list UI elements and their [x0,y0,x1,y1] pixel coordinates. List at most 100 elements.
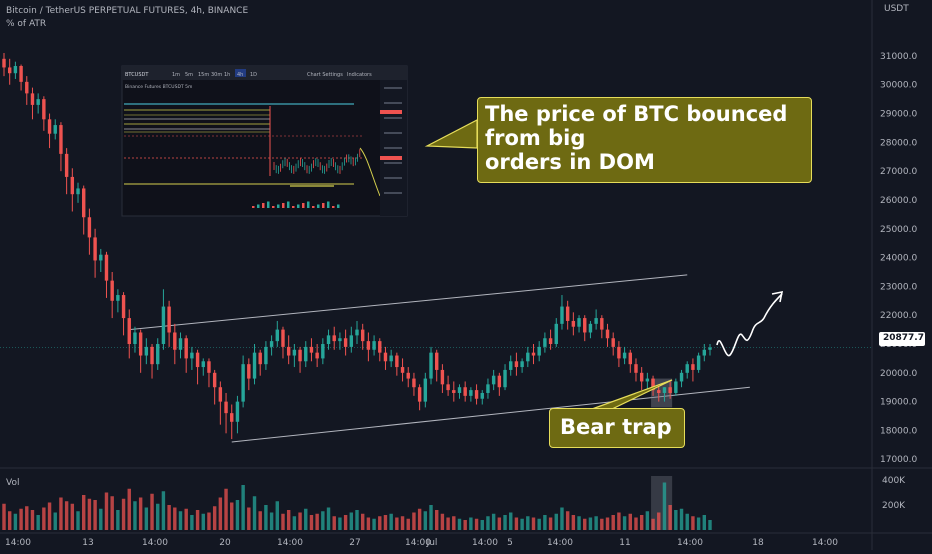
candle-body [543,338,547,347]
time-tick-label: 14:00 [547,538,573,548]
price-tick-label: 18000.0 [880,426,917,436]
volume-bar [503,515,507,530]
candle-body [446,384,450,391]
volume-bar [321,511,325,530]
volume-tick-label: 200K [882,501,906,511]
volume-bar [674,510,678,530]
volume-bar [309,515,314,530]
inset-volume-bar [297,204,300,208]
volume-bar [207,512,211,530]
volume-bar [252,496,257,530]
volume-bar [457,518,462,530]
inset-price-tag [380,110,402,114]
volume-bar [144,507,149,530]
candle-body [59,125,63,154]
candle-body [429,352,433,379]
volume-bar [514,517,519,530]
currency-label: USDT [884,4,909,14]
projection-path [716,293,783,357]
volume-bar [463,520,467,530]
volume-bar [634,517,638,530]
candle-body [19,66,23,82]
volume-bar [440,513,445,530]
volume-bar [628,513,632,530]
inset-volume-bar [292,206,295,208]
candle-body [639,372,644,382]
volume-bar [2,503,6,530]
candle-body [121,295,126,319]
price-tick-label: 25000.0 [880,225,917,235]
inset-volume-bar [317,204,320,208]
time-tick-label: 14:00 [812,538,838,548]
candle-body [70,176,75,195]
callout-line-1: The price of BTC bounced [485,102,788,126]
time-tick-label: 14:00 [142,538,168,548]
inset-volume-bar [272,206,275,208]
volume-bar [292,516,297,530]
candle-body [537,346,541,356]
inset-timeframe: 5m [185,72,193,78]
candle-body [36,99,40,105]
candle-body [691,364,695,370]
inset-volume-bar [282,203,285,208]
inset-volume-bar [332,206,335,208]
time-tick-label: 14:00 [277,538,303,548]
volume-bar [548,517,553,530]
candle-body [457,387,462,393]
volume-bar [42,507,46,530]
candle-body [104,254,109,281]
volume-bar [230,502,234,530]
volume-bar [509,512,513,530]
volume-bar [104,492,109,530]
candle-body [662,387,667,393]
volume-bar [588,517,593,530]
volume-bar [190,515,194,530]
candle-body [696,355,701,370]
volume-bar [702,515,707,530]
candle-body [144,346,149,356]
time-tick-label: 5 [507,538,513,548]
price-tick-label: 31000.0 [880,52,917,62]
inset-title: Binance Futures BTCUSDT 5m [125,84,192,90]
volume-bar [366,517,371,530]
candle-body [372,341,376,350]
candle-body [138,332,143,356]
candle-body [264,346,268,365]
candle-body [292,349,297,356]
volume-bar [47,502,52,530]
volume-bar [657,512,661,530]
symbol-title: Bitcoin / TetherUS PERPETUAL FUTURES, 4h… [6,6,249,16]
volume-bar [679,508,684,530]
inset-volume-bar [267,201,270,208]
volume-bar [577,516,581,530]
candle-body [594,318,598,324]
volume-bar [571,515,576,530]
volume-bar [617,512,621,530]
candle-body [326,335,331,345]
price-tick-label: 27000.0 [880,167,917,177]
current-price-tag: 20877.7 [879,332,925,346]
volume-bar [520,518,524,530]
indicator-label: % of ATR [6,19,47,29]
time-tick-label: 14:00 [472,538,498,548]
candle-body [298,349,302,362]
volume-bar [201,513,205,530]
candle-body [685,364,689,373]
volume-bar [281,513,285,530]
inset-projection [359,147,381,197]
inset-timeframe-active [235,69,246,77]
volume-bar [93,500,97,530]
volume-bar [286,510,291,530]
volume-bar [224,488,228,530]
volume-bar [372,518,376,530]
inset-ticker: BTCUSDT [125,72,149,78]
candle-body [571,320,576,327]
candle-body [150,346,154,365]
volume-label: Vol [6,478,20,488]
time-tick-label: 18 [752,538,764,548]
candle-body [366,341,371,350]
inset-volume-bar [322,203,325,208]
candle-body [486,384,490,393]
volume-bar [383,515,388,530]
